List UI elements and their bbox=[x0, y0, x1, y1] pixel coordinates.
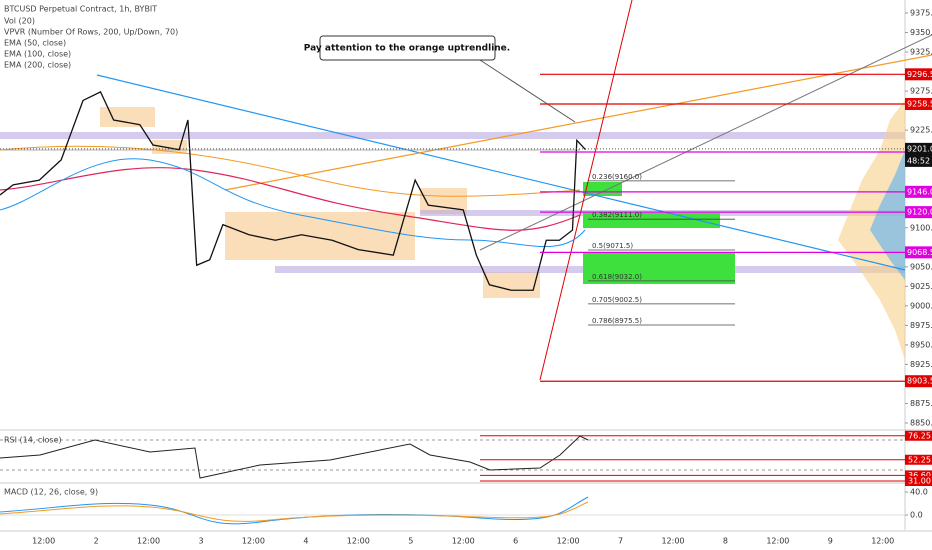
time-label: 5 bbox=[408, 537, 413, 546]
rsi-tag bbox=[905, 430, 932, 441]
target-box bbox=[583, 252, 735, 284]
macd-tick-label: 0.0 bbox=[910, 511, 923, 520]
time-label: 12:00 bbox=[871, 537, 894, 546]
legend: BTCUSD Perpetual Contract, 1h, BYBIT bbox=[4, 5, 157, 14]
ema-line bbox=[0, 167, 581, 231]
time-label: 12:00 bbox=[766, 537, 789, 546]
price-line bbox=[0, 91, 587, 291]
fib-label: 0.786(8975.5) bbox=[592, 317, 642, 325]
range-box bbox=[100, 107, 155, 127]
price-tick-label: 8950.0 bbox=[910, 340, 932, 349]
callout-box bbox=[319, 35, 496, 61]
zone-band bbox=[0, 132, 905, 139]
price-tag-label: 9068.5 bbox=[907, 248, 932, 257]
legend-symbol: BTCUSD Perpetual Contract, 1h, BYBIT bbox=[4, 5, 157, 14]
last-price-label: 9201.0 bbox=[907, 144, 932, 153]
price-tag bbox=[905, 185, 932, 198]
rsi-tag-label: 52.25 bbox=[908, 455, 931, 464]
time-label: 12:00 bbox=[137, 537, 160, 546]
price-tag bbox=[905, 68, 932, 81]
rsi-tag bbox=[905, 454, 932, 465]
time-label: 12:00 bbox=[347, 537, 370, 546]
time-label: 12:00 bbox=[32, 537, 55, 546]
target-box bbox=[583, 182, 622, 196]
time-label: 2 bbox=[94, 537, 99, 546]
price-tag bbox=[905, 375, 932, 388]
rsi-tag-label: 76.25 bbox=[908, 431, 931, 440]
macd-line bbox=[0, 496, 589, 525]
fib-label: 0.5(9071.5) bbox=[592, 242, 633, 250]
legend-indicator: EMA (50, close) bbox=[4, 39, 66, 48]
volume-profile bbox=[870, 150, 905, 280]
price-tick-label: 9025.0 bbox=[910, 282, 932, 291]
rsi-line bbox=[0, 435, 589, 479]
price-tick-label: 8925.0 bbox=[910, 360, 932, 369]
time-label: 12:00 bbox=[661, 537, 684, 546]
ema-line bbox=[0, 158, 586, 248]
rsi-tag-label: 36.60 bbox=[908, 471, 931, 480]
time-label: 7 bbox=[618, 537, 623, 546]
macd-tick-label: 40.0 bbox=[910, 488, 928, 497]
time-label: 12:00 bbox=[452, 537, 475, 546]
price-tag bbox=[905, 206, 932, 219]
rsi-tag-label: 31.00 bbox=[908, 477, 931, 486]
legend-indicator: EMA (100, close) bbox=[4, 50, 71, 59]
ema-line bbox=[0, 145, 581, 197]
rsi-title: RSI (14, close) bbox=[4, 436, 62, 445]
price-tick-label: 9100.0 bbox=[910, 223, 932, 232]
price-tick-label: 9275.0 bbox=[910, 87, 932, 96]
countdown: 48:52 bbox=[907, 156, 930, 165]
legend-indicator: EMA (200, close) bbox=[4, 61, 71, 70]
rsi-tag bbox=[905, 476, 932, 486]
time-label: 6 bbox=[513, 537, 518, 546]
price-tick-label: 9050.0 bbox=[910, 262, 932, 271]
time-label: 3 bbox=[198, 537, 203, 546]
price-tag-label: 9146.0 bbox=[907, 187, 932, 196]
legend-indicator: VPVR (Number Of Rows, 200, Up/Down, 70) bbox=[4, 28, 178, 37]
price-tag bbox=[905, 246, 932, 259]
fib-label: 0.618(9032.0) bbox=[592, 273, 642, 281]
fib-label: 0.705(9002.5) bbox=[592, 296, 642, 304]
trendline bbox=[479, 34, 932, 251]
time-label: 8 bbox=[723, 537, 728, 546]
price-tick-label: 8975.0 bbox=[910, 321, 932, 330]
time-label: 9 bbox=[828, 537, 833, 546]
price-tick-label: 9000.0 bbox=[910, 301, 932, 310]
fib-label: 0.236(9160.0) bbox=[592, 173, 642, 181]
price-tag-label: 9258.5 bbox=[907, 99, 932, 108]
price-tick-label: 8850.0 bbox=[910, 419, 932, 428]
fib-label: 0.382(9111.0) bbox=[592, 211, 642, 219]
price-tick-label: 9350.0 bbox=[910, 28, 932, 37]
time-label: 12:00 bbox=[242, 537, 265, 546]
price-tick-label: 9325.0 bbox=[910, 48, 932, 57]
annotation: Pay attention to the orange uptrendline. bbox=[304, 44, 510, 54]
price-tick-label: 8875.0 bbox=[910, 399, 932, 408]
macd-title: MACD (12, 26, close, 9) bbox=[4, 488, 98, 497]
time-label: 4 bbox=[303, 537, 308, 546]
trendline bbox=[96, 74, 906, 271]
last-price-tag bbox=[905, 142, 932, 167]
price-tag-label: 8903.5 bbox=[907, 377, 932, 386]
price-tag-label: 9296.5 bbox=[907, 70, 932, 79]
orange-uptrendline bbox=[224, 54, 932, 191]
price-tick-label: 9225.0 bbox=[910, 126, 932, 135]
trendline bbox=[539, 0, 633, 381]
time-label: 12:00 bbox=[557, 537, 580, 546]
price-tick-label: 9375.0 bbox=[910, 9, 932, 18]
price-tag bbox=[905, 97, 932, 110]
signal-line bbox=[0, 501, 589, 522]
price-tag-label: 9120.0 bbox=[907, 208, 932, 217]
rsi-tag bbox=[905, 470, 932, 481]
callout-pointer bbox=[479, 59, 576, 123]
legend-indicator: Vol (20) bbox=[4, 17, 35, 26]
